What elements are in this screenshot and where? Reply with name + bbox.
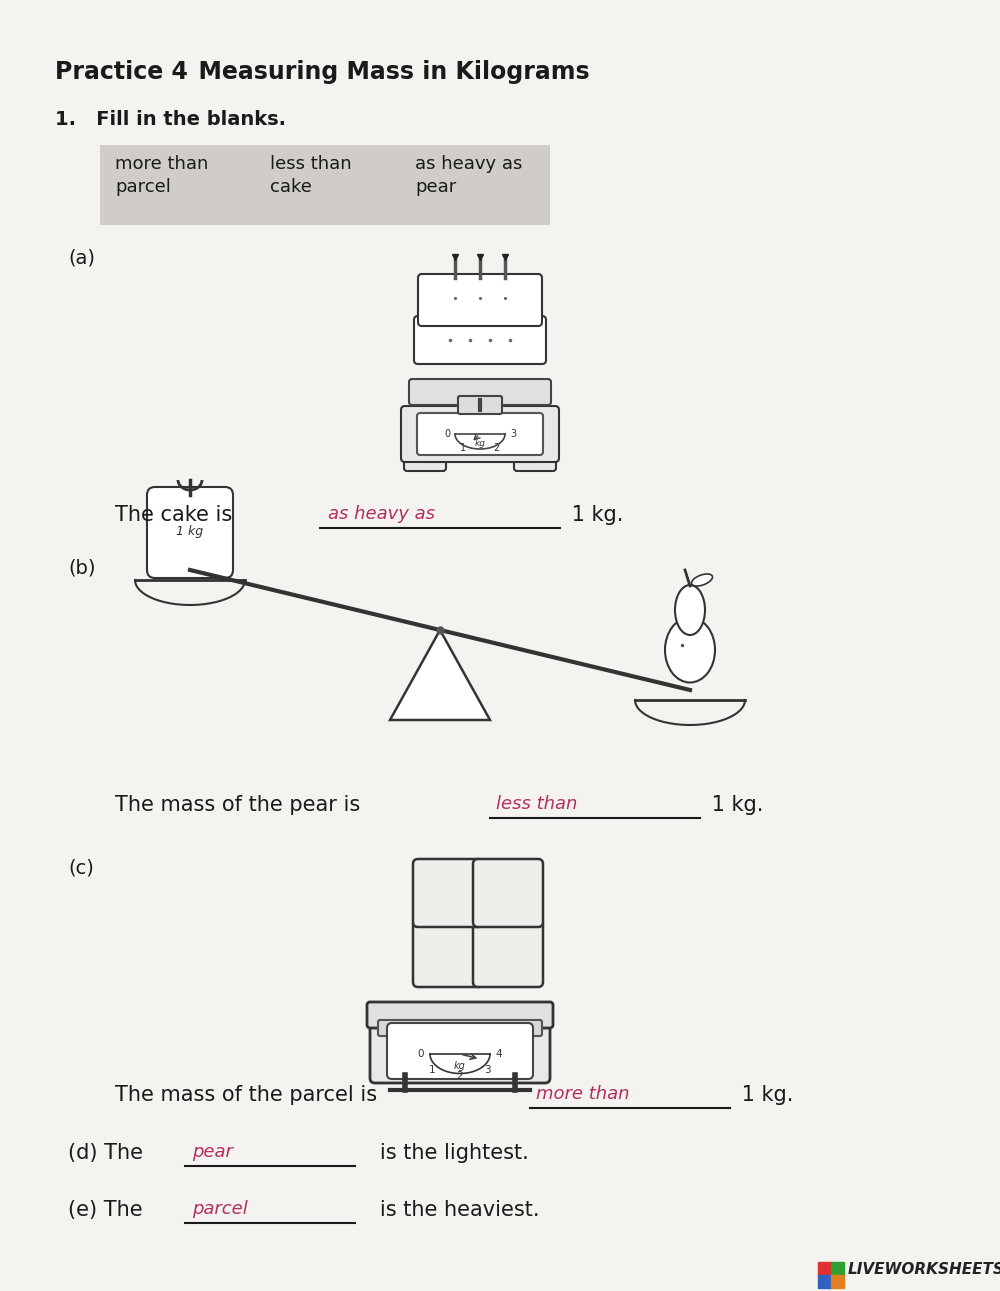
Text: 4: 4 xyxy=(496,1050,502,1059)
Text: 1.   Fill in the blanks.: 1. Fill in the blanks. xyxy=(55,110,286,129)
Text: 1: 1 xyxy=(429,1065,436,1074)
FancyBboxPatch shape xyxy=(417,413,543,454)
Text: 3: 3 xyxy=(484,1065,491,1074)
FancyBboxPatch shape xyxy=(378,1020,542,1035)
Bar xyxy=(818,1263,831,1276)
Text: The mass of the pear is: The mass of the pear is xyxy=(115,795,367,815)
Text: kg: kg xyxy=(454,1061,466,1072)
Text: parcel: parcel xyxy=(192,1201,248,1217)
FancyBboxPatch shape xyxy=(387,1022,533,1079)
Text: 0: 0 xyxy=(418,1050,424,1059)
Ellipse shape xyxy=(675,585,705,635)
Polygon shape xyxy=(390,630,490,720)
Bar xyxy=(831,1276,844,1288)
Text: parcel: parcel xyxy=(115,178,171,196)
Text: (b): (b) xyxy=(68,558,96,577)
Text: 3: 3 xyxy=(510,429,516,439)
Text: 2: 2 xyxy=(493,443,500,453)
FancyBboxPatch shape xyxy=(413,859,483,927)
Ellipse shape xyxy=(692,574,712,586)
FancyBboxPatch shape xyxy=(514,447,556,471)
Text: The mass of the parcel is: The mass of the parcel is xyxy=(115,1084,384,1105)
Text: The cake is: The cake is xyxy=(115,505,239,525)
FancyBboxPatch shape xyxy=(458,396,502,414)
Text: (c): (c) xyxy=(68,859,94,877)
FancyBboxPatch shape xyxy=(413,919,483,988)
Text: as heavy as: as heavy as xyxy=(328,505,435,523)
FancyBboxPatch shape xyxy=(473,859,543,927)
Text: kg: kg xyxy=(475,439,486,448)
Text: 1 kg.: 1 kg. xyxy=(705,795,763,815)
Text: (e) The: (e) The xyxy=(68,1201,149,1220)
Text: 1 kg.: 1 kg. xyxy=(565,505,623,525)
FancyBboxPatch shape xyxy=(414,316,546,364)
Text: is the lightest.: is the lightest. xyxy=(360,1143,529,1163)
Bar xyxy=(818,1276,831,1288)
Ellipse shape xyxy=(665,617,715,683)
Text: more than: more than xyxy=(115,155,208,173)
Text: (a): (a) xyxy=(68,248,95,267)
Text: 1 kg.: 1 kg. xyxy=(735,1084,793,1105)
Text: Practice 4: Practice 4 xyxy=(55,59,188,84)
FancyBboxPatch shape xyxy=(404,447,446,471)
Text: pear: pear xyxy=(415,178,456,196)
Text: 1: 1 xyxy=(460,443,467,453)
Text: 1 kg: 1 kg xyxy=(176,525,204,538)
FancyBboxPatch shape xyxy=(409,380,551,405)
Text: less than: less than xyxy=(270,155,352,173)
Text: more than: more than xyxy=(536,1084,630,1103)
Text: 0: 0 xyxy=(444,429,450,439)
FancyBboxPatch shape xyxy=(100,145,550,225)
Text: Measuring Mass in Kilograms: Measuring Mass in Kilograms xyxy=(182,59,590,84)
Bar xyxy=(831,1263,844,1276)
Text: as heavy as: as heavy as xyxy=(415,155,522,173)
FancyBboxPatch shape xyxy=(147,487,233,578)
Text: (d) The: (d) The xyxy=(68,1143,150,1163)
Text: cake: cake xyxy=(270,178,312,196)
Text: is the heaviest.: is the heaviest. xyxy=(360,1201,540,1220)
Text: LIVEWORKSHEETS: LIVEWORKSHEETS xyxy=(848,1263,1000,1277)
Text: less than: less than xyxy=(496,795,577,813)
Text: 2: 2 xyxy=(457,1072,463,1081)
FancyBboxPatch shape xyxy=(401,405,559,462)
FancyBboxPatch shape xyxy=(370,1015,550,1083)
FancyBboxPatch shape xyxy=(473,919,543,988)
Text: pear: pear xyxy=(192,1143,233,1161)
FancyBboxPatch shape xyxy=(367,1002,553,1028)
FancyBboxPatch shape xyxy=(418,274,542,327)
